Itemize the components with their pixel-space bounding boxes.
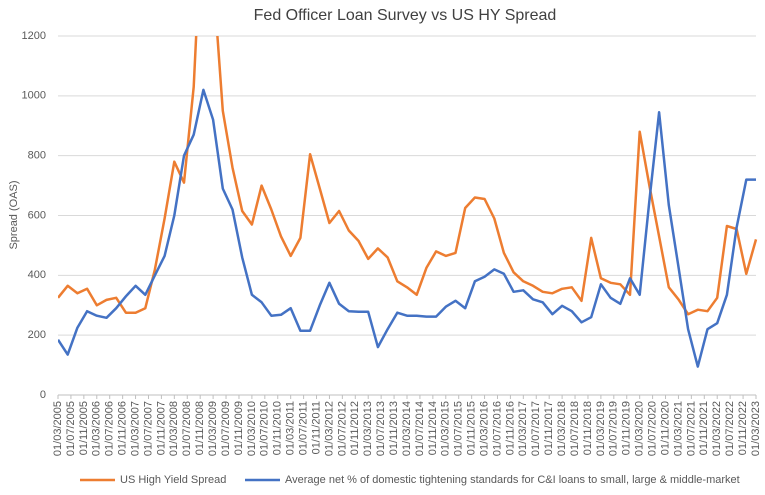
x-tick-label: 01/07/2007 [142,401,154,456]
x-tick-label: 01/07/2010 [259,401,271,456]
x-tick-label: 01/11/2013 [388,401,400,455]
x-tick-label: 01/07/2009 [220,401,232,456]
x-tick-label: 01/03/2008 [168,401,180,456]
x-tick-label: 01/03/2010 [246,401,258,456]
x-tick-label: 01/11/2012 [349,401,361,455]
legend-label: Average net % of domestic tightening sta… [285,474,740,486]
x-tick-label: 01/07/2013 [375,401,387,456]
x-tick-label: 01/11/2016 [504,401,516,455]
x-tick-label: 01/11/2010 [272,401,284,455]
x-tick-label: 01/07/2008 [181,401,193,456]
chart-title: Fed Officer Loan Survey vs US HY Spread [254,7,557,24]
x-tick-label: 01/11/2011 [310,401,322,454]
x-tick-label: 01/11/2005 [78,401,90,455]
x-tick-label: 01/07/2014 [414,401,426,456]
x-tick-label: 01/03/2012 [323,401,335,456]
x-tick-label: 01/07/2006 [104,401,116,456]
x-tick-label: 01/03/2013 [362,401,374,456]
x-tick-label: 01/11/2009 [233,401,245,455]
x-tick-label: 01/07/2020 [646,401,658,456]
x-tick-label: 01/03/2016 [478,401,490,456]
x-tick-label: 01/11/2019 [621,401,633,455]
x-tick-label: 01/07/2005 [65,401,77,456]
x-tick-label: 01/11/2020 [659,401,671,455]
x-tick-label: 01/07/2021 [685,401,697,456]
x-tick-label: 01/03/2020 [634,401,646,456]
x-tick-label: 01/11/2021 [698,401,710,455]
x-tick-label: 01/03/2019 [595,401,607,456]
x-tick-label: 01/07/2017 [530,401,542,456]
x-tick-label: 01/11/2007 [155,401,167,455]
x-tick-label: 01/03/2015 [440,401,452,456]
y-tick-label: 800 [28,150,46,162]
x-tick-label: 01/07/2022 [724,401,736,456]
y-tick-label: 400 [28,269,46,281]
x-tick-label: 01/07/2019 [608,401,620,456]
x-tick-label: 01/11/2008 [194,401,206,455]
y-tick-label: 0 [40,389,46,401]
y-tick-label: 1200 [22,30,46,42]
x-tick-label: 01/07/2015 [453,401,465,456]
x-tick-label: 01/03/2011 [285,401,297,455]
x-tick-label: 01/07/2018 [569,401,581,456]
y-tick-label: 600 [28,209,46,221]
grid [57,35,757,399]
x-tick-label: 01/03/2006 [91,401,103,456]
y-tick-label: 1000 [22,90,46,102]
plot-area [58,36,758,368]
series-line [58,88,756,368]
x-tick-label: 01/03/2018 [556,401,568,456]
x-tick-label: 01/07/2016 [491,401,503,456]
x-tick-label: 01/03/2022 [711,401,723,456]
x-tick-label: 01/07/2012 [336,401,348,456]
x-tick-label: 01/11/2015 [466,401,478,455]
x-tick-label: 01/11/2017 [543,401,555,455]
y-tick-label: 200 [28,329,46,341]
series-line [58,36,758,316]
x-tick-label: 01/03/2014 [401,401,413,456]
x-tick-label: 01/03/2007 [129,401,141,456]
x-tick-label: 01/03/2023 [750,401,762,456]
x-tick-label: 01/03/2021 [672,401,684,456]
x-tick-label: 01/07/2011 [297,401,309,455]
legend-label: US High Yield Spread [120,474,226,486]
x-tick-label: 01/03/2005 [52,401,64,456]
x-tick-label: 01/03/2009 [207,401,219,456]
x-tick-label: 01/11/2014 [427,401,439,455]
y-axis-label: Spread (OAS) [8,180,20,249]
x-tick-label: 01/11/2018 [582,401,594,455]
x-tick-label: 01/11/2022 [737,401,749,455]
x-tick-label: 01/03/2017 [517,401,529,456]
x-tick-label: 01/11/2006 [117,401,129,455]
